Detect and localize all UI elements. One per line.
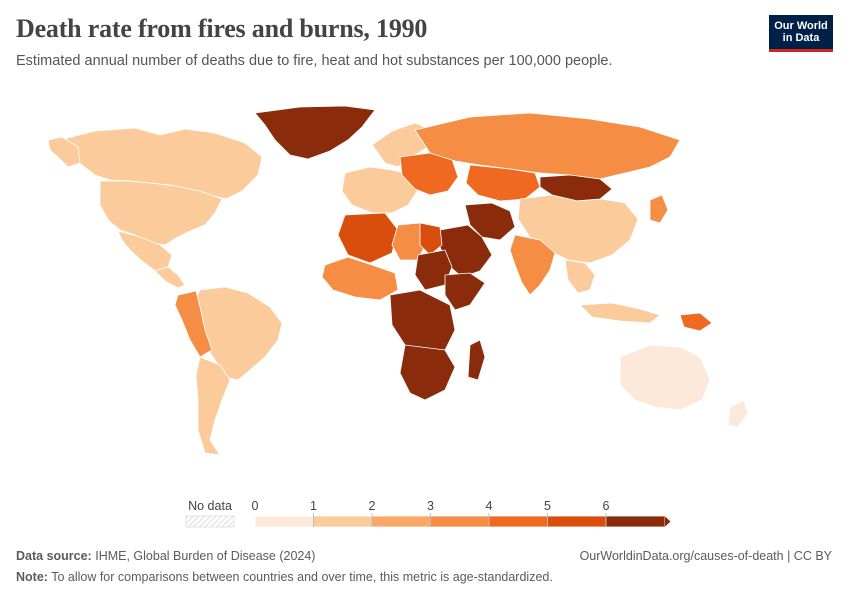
- region-new-zealand[interactable]: [727, 399, 749, 428]
- legend-bin-6+[interactable]: [605, 515, 665, 528]
- region-scandinavia[interactable]: [371, 122, 433, 168]
- legend-no-data-swatch: [185, 515, 235, 528]
- region-south-africa[interactable]: [399, 344, 456, 401]
- region-algeria[interactable]: [337, 212, 399, 264]
- region-madagascar[interactable]: [467, 339, 486, 381]
- logo-line-2: in Data: [782, 32, 820, 44]
- legend-tick-label: 4: [486, 499, 493, 513]
- legend-tick-label: 6: [603, 499, 610, 513]
- region-australia[interactable]: [619, 344, 711, 411]
- region-india[interactable]: [509, 234, 556, 296]
- legend-bin-5-6[interactable]: [547, 515, 607, 528]
- region-andes[interactable]: [174, 290, 213, 358]
- legend-no-data-label: No data: [188, 499, 232, 513]
- legend-bin-1-2[interactable]: [313, 515, 373, 528]
- region-west-africa[interactable]: [321, 256, 399, 301]
- source-text: IHME, Global Burden of Disease (2024): [95, 549, 316, 563]
- legend-tick-label: 1: [310, 499, 317, 513]
- logo-line-1: Our World: [774, 20, 828, 32]
- footer-note: Note: To allow for comparisons between c…: [16, 570, 553, 584]
- note-label: Note:: [16, 570, 48, 584]
- region-united-states[interactable]: [99, 180, 223, 246]
- legend-bin-2-3[interactable]: [371, 515, 431, 528]
- legend-bin-3-4[interactable]: [430, 515, 490, 528]
- region-egypt[interactable]: [419, 222, 443, 256]
- region-greenland[interactable]: [254, 105, 376, 160]
- region-papua-new-guinea[interactable]: [679, 312, 713, 332]
- legend-bin-0-1[interactable]: [254, 515, 314, 528]
- world-map: [47, 105, 749, 456]
- region-japan[interactable]: [649, 194, 669, 224]
- color-legend: No data 0 1 2 3 4 5 6: [185, 499, 671, 528]
- region-southeast-asia[interactable]: [564, 259, 596, 294]
- source-label: Data source:: [16, 549, 92, 563]
- legend-bin-4-5[interactable]: [488, 515, 548, 528]
- owid-logo[interactable]: Our World in Data: [769, 15, 833, 52]
- chart-subtitle: Estimated annual number of deaths due to…: [16, 53, 613, 69]
- region-canada[interactable]: [59, 127, 263, 200]
- region-indonesia[interactable]: [579, 302, 661, 324]
- region-russia[interactable]: [414, 112, 681, 180]
- legend-tick-label: 2: [369, 499, 376, 513]
- region-central-america[interactable]: [154, 266, 186, 289]
- region-alaska[interactable]: [47, 136, 81, 168]
- legend-tick-label: 0: [252, 499, 259, 513]
- footer-source: Data source: IHME, Global Burden of Dise…: [16, 549, 315, 563]
- legend-tick-label: 5: [544, 499, 551, 513]
- note-text: To allow for comparisons between countri…: [51, 570, 553, 584]
- region-western-europe[interactable]: [341, 166, 419, 214]
- legend-open-end-arrow: [664, 516, 671, 527]
- region-ethiopia[interactable]: [444, 272, 486, 311]
- footer-url[interactable]: OurWorldinData.org/causes-of-death | CC …: [579, 549, 832, 563]
- region-southern-cone[interactable]: [195, 356, 231, 456]
- region-dr-congo[interactable]: [389, 289, 456, 356]
- region-iran[interactable]: [464, 202, 516, 241]
- legend-tick-label: 3: [427, 499, 434, 513]
- chart-title: Death rate from fires and burns, 1990: [16, 14, 428, 43]
